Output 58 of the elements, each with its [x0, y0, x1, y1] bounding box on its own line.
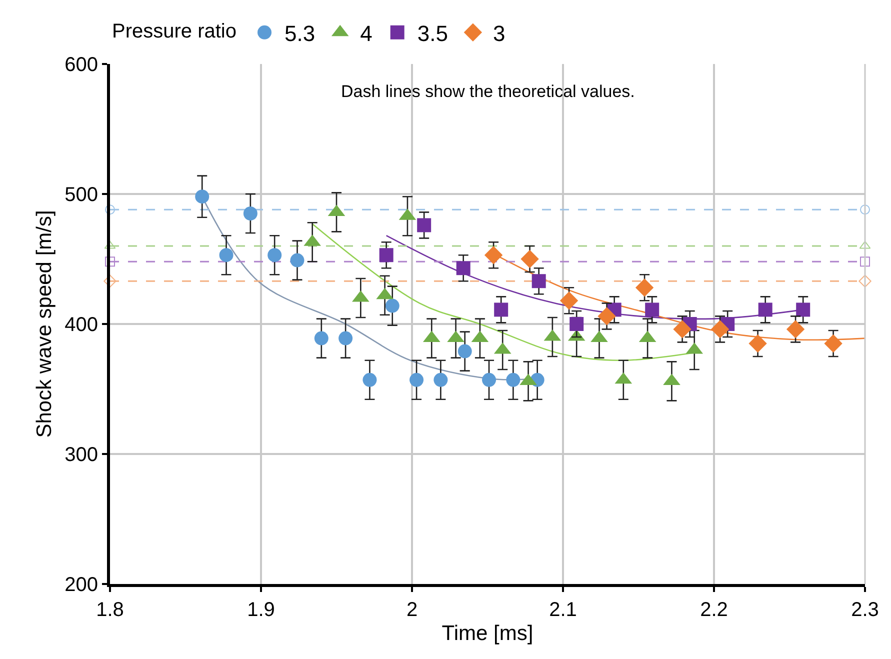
- point: [645, 302, 660, 317]
- x-tick-label: 2.2: [700, 599, 728, 621]
- point: [673, 320, 692, 338]
- point: [434, 372, 448, 387]
- annotation: Dash lines show the theoretical values.: [341, 82, 635, 101]
- point: [758, 302, 772, 317]
- point: [570, 317, 584, 331]
- legend-label: 4: [360, 20, 372, 46]
- y-tick-label: 300: [64, 444, 98, 466]
- point: [748, 334, 767, 353]
- point: [290, 253, 304, 268]
- point: [786, 320, 805, 338]
- point: [560, 292, 578, 310]
- legend-title: Pressure ratio: [112, 20, 236, 43]
- point: [268, 248, 282, 262]
- point: [314, 331, 328, 346]
- point: [104, 274, 116, 288]
- point: [520, 250, 539, 268]
- legend-label: 3.5: [417, 20, 448, 46]
- point: [410, 372, 424, 387]
- point: [532, 274, 546, 288]
- y-tick-label: 500: [64, 184, 98, 206]
- point: [417, 218, 432, 232]
- point: [860, 256, 870, 267]
- point: [385, 298, 400, 313]
- legend-label: 3: [492, 20, 506, 46]
- point: [482, 372, 496, 387]
- y-tick-label: 400: [64, 314, 98, 336]
- x-tick-label: 1.9: [247, 599, 275, 621]
- x-tick-label: 1.8: [96, 599, 124, 621]
- y-axis-title: Shock wave speed [m/s]: [32, 210, 56, 438]
- point: [635, 278, 654, 297]
- x-axis-title: Time [ms]: [442, 622, 534, 646]
- x-tick-label: 2.1: [549, 599, 577, 621]
- point: [710, 320, 730, 338]
- x-tick-label: 2.3: [851, 599, 879, 621]
- point: [796, 302, 810, 317]
- point: [456, 261, 470, 276]
- point: [484, 246, 503, 264]
- y-tick-label: 600: [64, 54, 98, 76]
- point: [219, 248, 234, 262]
- point: [506, 372, 520, 387]
- x-tick-label: 2: [406, 599, 418, 621]
- point: [858, 274, 872, 288]
- point: [824, 334, 842, 353]
- point: [338, 331, 353, 346]
- point: [105, 256, 115, 267]
- y-tick-label: 200: [64, 574, 98, 596]
- point: [362, 372, 377, 387]
- point: [458, 344, 472, 358]
- point: [494, 302, 508, 317]
- point: [243, 206, 258, 220]
- legend-label: 5.3: [284, 20, 316, 46]
- point: [598, 307, 616, 326]
- point: [195, 190, 210, 204]
- point: [105, 204, 115, 215]
- point: [860, 204, 870, 215]
- point: [379, 248, 394, 262]
